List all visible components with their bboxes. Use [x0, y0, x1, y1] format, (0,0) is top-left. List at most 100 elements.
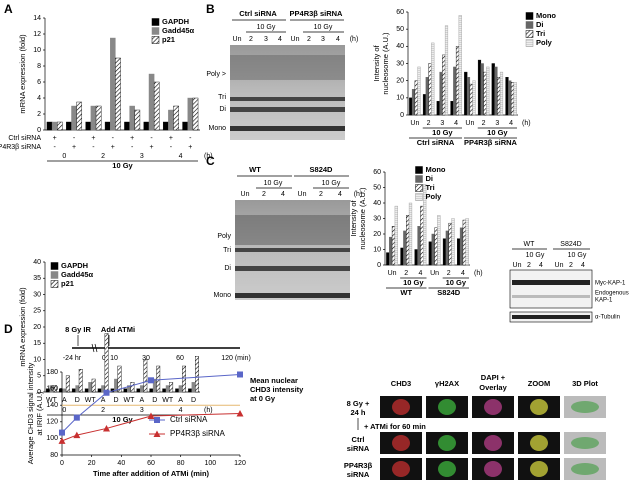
x-tick-label: 2 [482, 120, 486, 127]
dose-label: 10 Gy [446, 278, 467, 287]
timeline-tick: -24 hr [63, 355, 82, 362]
group-label: 3 [140, 153, 144, 160]
y-tick-label: 30 [373, 215, 381, 222]
legend-label: p21 [61, 279, 74, 288]
blot-label: KAP-1 [595, 298, 613, 304]
y-tick-label: 60 [373, 169, 381, 176]
bar [499, 71, 504, 116]
bar [129, 105, 135, 131]
row-label: siRNA [347, 470, 370, 479]
bar [406, 215, 410, 266]
x-tick-label: A [178, 397, 183, 404]
y-tick-label: 15 [33, 340, 41, 347]
y-axis-label: mRNA expression (fold) [18, 287, 27, 367]
bar [66, 121, 72, 131]
bar [466, 77, 471, 116]
column-header: γH2AX [435, 379, 459, 388]
unit-label: (h) [354, 191, 363, 198]
y-axis-label: at IRIF (A.U.) [35, 391, 44, 436]
bar [422, 94, 427, 116]
legend-swatch [151, 18, 160, 26]
bar [153, 81, 160, 131]
legend-label: Gadd45α [162, 26, 195, 35]
bar [192, 97, 199, 131]
group-label: 2 [101, 153, 105, 160]
y-tick-label: 40 [373, 200, 381, 207]
gel-b: Ctrl siRNA PP4R3β siRNA 10 Gy 10 Gy Un 2… [206, 9, 358, 140]
y-axis-label: Intensity of [372, 44, 381, 81]
y-tick-label: 140 [46, 402, 58, 409]
y-tick-label: 6 [37, 79, 41, 86]
lane-label: Un [233, 36, 242, 43]
marker [59, 429, 65, 436]
timeline-event: Add ATMi [101, 325, 135, 334]
blot-header: WT [524, 241, 536, 248]
bar [428, 241, 432, 266]
image-signal [530, 435, 548, 451]
lane-label: 4 [336, 36, 340, 43]
x-tick-label: D [75, 397, 80, 404]
bar [168, 109, 174, 131]
dose-label: 10 Gy [432, 128, 453, 137]
bar [414, 249, 418, 266]
legend-swatch [50, 280, 59, 288]
y-tick-label: 120 [46, 419, 58, 426]
band-label: Mono [208, 125, 226, 132]
x-tick-label: 20 [88, 460, 96, 467]
gel-c: WT S824D 10 Gy 10 Gy Un 2 4 Un 2 4 (h) P… [213, 165, 362, 300]
lane-label: 3 [321, 36, 325, 43]
y-tick-label: 12 [33, 31, 41, 38]
band-label: Di [219, 106, 226, 113]
bar [505, 77, 509, 116]
group-label: S824D [437, 288, 461, 297]
row-mark: - [112, 135, 115, 142]
row-mark: + [150, 144, 154, 151]
row-label: siRNA [347, 444, 370, 453]
blot-label: Myc-KAP-1 [595, 281, 626, 287]
bar [417, 226, 421, 266]
unit-label: (h) [204, 407, 213, 414]
row-label: Ctrl [352, 435, 365, 444]
timeline-tick: 120 (min) [221, 355, 251, 362]
bar [409, 97, 413, 116]
bar [497, 77, 501, 116]
bar [130, 382, 135, 393]
y-tick-label: 0 [377, 262, 381, 269]
y-tick-label: 8 [37, 63, 41, 70]
bar [451, 218, 455, 266]
bar [431, 233, 435, 266]
row-label: 24 h [350, 408, 365, 417]
column-header: 3D Plot [572, 379, 598, 388]
timeline: 8 Gy IR Add ATMi -24 hr 0 10 30 60 120 (… [63, 325, 251, 362]
row-mark: - [73, 135, 76, 142]
bar [104, 121, 111, 131]
y-axis-label: Intensity of [349, 199, 358, 236]
dose-label: 10 Gy [322, 180, 341, 187]
bar [162, 121, 169, 131]
lane-label: 2 [319, 191, 323, 198]
bar [195, 356, 199, 393]
blot-label: α-Tubulin [595, 315, 620, 321]
microscopy: CHD3 γH2AX DAPI + Overlay ZOOM 3D Plot 8… [344, 373, 606, 480]
y-tick-label: 5 [37, 373, 41, 380]
row-label: Ctrl siRNA [8, 135, 41, 142]
bar [513, 82, 517, 116]
bar [403, 230, 407, 266]
panel-label: A [4, 2, 13, 16]
bar [434, 227, 438, 266]
x-tick-label: 40 [117, 460, 125, 467]
band-label: Poly [217, 233, 231, 240]
bar [414, 80, 418, 116]
bar [483, 71, 487, 116]
y-tick-label: 0 [37, 127, 41, 134]
bar [431, 42, 435, 116]
y-tick-label: 25 [33, 308, 41, 315]
lane-label: 2 [307, 36, 311, 43]
legend-label: Ctrl siRNA [170, 415, 208, 424]
bar [88, 382, 93, 393]
bar [417, 66, 421, 116]
x-tick-label: 2 [427, 120, 431, 127]
band-label: Tri [218, 94, 226, 101]
y-tick-label: 30 [33, 291, 41, 298]
